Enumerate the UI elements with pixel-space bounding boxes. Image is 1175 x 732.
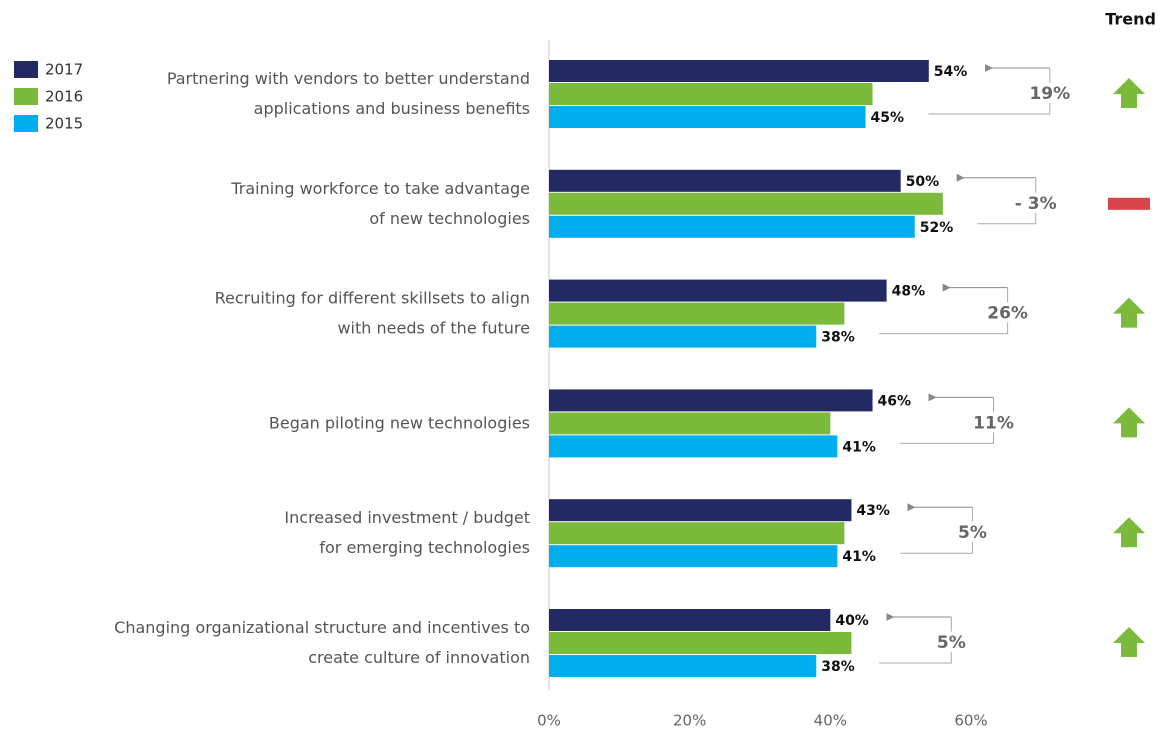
value-label: 48% — [892, 284, 926, 300]
bar — [549, 215, 915, 238]
value-label: 41% — [842, 439, 876, 455]
value-label: 52% — [920, 220, 954, 236]
legend-label: 2016 — [45, 88, 83, 106]
bar — [549, 279, 887, 302]
category-label: Changing organizational structure and in… — [114, 618, 530, 667]
trend-up-arrow — [1113, 627, 1145, 657]
trend-up-arrow — [1113, 297, 1145, 328]
bracket-line — [900, 507, 973, 554]
x-tick-label: 40% — [814, 712, 847, 730]
legend-swatch — [14, 61, 38, 78]
bar — [549, 302, 845, 325]
legend-label: 2017 — [45, 61, 83, 79]
bracket-line — [900, 397, 995, 444]
legend-swatch — [14, 88, 38, 105]
trend-up-arrow — [1113, 78, 1145, 108]
change-label: 26% — [987, 304, 1028, 324]
bar — [549, 106, 866, 128]
category-label: Began piloting new technologies — [269, 413, 530, 432]
value-label: 41% — [842, 549, 876, 565]
category-label: Partnering with vendors to better unders… — [167, 69, 530, 118]
legend-label: 2015 — [45, 115, 83, 133]
x-tick-label: 20% — [673, 712, 706, 730]
bar — [549, 499, 852, 522]
value-label: 46% — [878, 393, 912, 409]
bar — [549, 325, 817, 348]
change-label: 11% — [973, 413, 1014, 433]
change-label: 5% — [958, 523, 987, 543]
x-tick-label: 0% — [537, 712, 561, 730]
x-tick-label: 60% — [954, 712, 987, 730]
category-label: Recruiting for different skillsets to al… — [215, 288, 530, 337]
bar — [549, 389, 873, 412]
trend-up-arrow — [1113, 407, 1145, 438]
bar — [549, 192, 943, 215]
legend-swatch — [14, 115, 38, 132]
bar — [549, 545, 838, 568]
bar — [549, 435, 838, 458]
bracket-line — [977, 177, 1037, 225]
bracket-line — [928, 68, 1051, 115]
bar — [549, 412, 831, 435]
value-label: 40% — [835, 613, 869, 629]
bar — [549, 60, 929, 82]
value-label: 43% — [856, 503, 890, 519]
bar — [549, 609, 831, 631]
trend-up-arrow — [1113, 517, 1145, 548]
category-label: Training workforce to take advantage of n… — [230, 178, 530, 227]
category-label: Increased investment / budget for emergin… — [284, 508, 530, 557]
value-label: 45% — [871, 110, 905, 126]
bar — [549, 169, 901, 192]
bar — [549, 522, 845, 545]
bar — [549, 632, 852, 654]
trend-down-mark — [1108, 197, 1150, 210]
change-label: - 3% — [1015, 194, 1057, 214]
bracket-line — [879, 287, 1009, 335]
value-label: 54% — [934, 64, 968, 80]
change-label: 19% — [1029, 84, 1070, 104]
trend-title: Trend — [1105, 10, 1156, 29]
value-label: 38% — [821, 330, 855, 346]
change-label: 5% — [937, 633, 966, 653]
bar — [549, 655, 817, 677]
bracket-line — [879, 617, 952, 664]
value-label: 38% — [821, 659, 855, 675]
bar — [549, 83, 873, 105]
value-label: 50% — [906, 174, 940, 190]
